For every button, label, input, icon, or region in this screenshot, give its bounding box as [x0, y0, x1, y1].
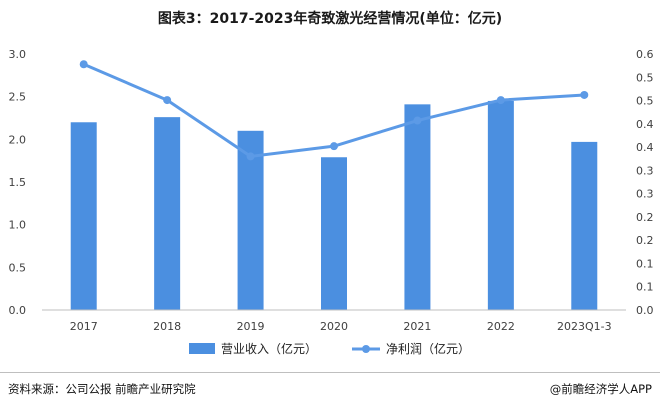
revenue-bar — [487, 100, 514, 310]
revenue-bar — [321, 157, 347, 310]
y-right-tick-label: 0.0 — [636, 304, 654, 317]
y-left-tick-label: 1.5 — [9, 176, 27, 189]
y-right-tick-label: 0.4 — [636, 118, 654, 131]
x-tick-label: 2020 — [320, 320, 348, 333]
y-right-tick-label: 0.1 — [636, 281, 654, 294]
revenue-bar — [70, 122, 97, 311]
legend-revenue-label: 营业收入（亿元） — [221, 341, 317, 356]
y-left-tick-label: 0.0 — [9, 304, 27, 317]
y-right-tick-label: 0.3 — [636, 164, 654, 177]
net-profit-point — [79, 60, 88, 69]
revenue-bar — [237, 130, 264, 310]
footer-divider — [0, 372, 660, 373]
y-right-tick-label: 0.4 — [636, 141, 654, 154]
legend-profit-marker — [362, 345, 370, 353]
chart-title: 图表3：2017-2023年奇致激光经营情况(单位：亿元) — [157, 11, 503, 27]
y-left-tick-label: 3.0 — [9, 48, 27, 61]
brand-credit: @前瞻经济学人APP — [549, 382, 652, 396]
y-right-tick-label: 0.5 — [636, 71, 654, 84]
x-tick-label: 2022 — [487, 320, 515, 333]
x-tick-label: 2018 — [153, 320, 181, 333]
net-profit-point — [580, 90, 589, 99]
legend-revenue-swatch — [189, 343, 215, 354]
x-tick-label: 2019 — [237, 320, 265, 333]
net-profit-point — [330, 142, 338, 151]
y-right-tick-label: 0.5 — [636, 95, 654, 108]
y-right-tick-label: 0.1 — [636, 257, 654, 270]
revenue-bar — [571, 141, 598, 310]
y-left-tick-label: 1.0 — [9, 219, 27, 232]
y-right-tick-label: 0.6 — [636, 48, 654, 61]
y-right-tick-label: 0.3 — [636, 188, 654, 201]
net-profit-point — [246, 152, 255, 161]
net-profit-point — [163, 96, 172, 105]
x-tick-label: 2017 — [70, 320, 98, 333]
source-note: 资料来源：公司公报 前瞻产业研究院 — [8, 382, 196, 396]
legend-profit-label: 净利润（亿元） — [386, 341, 470, 356]
x-tick-label: 2023Q1-3 — [557, 320, 612, 333]
revenue-bar — [404, 104, 431, 310]
y-left-tick-label: 2.0 — [9, 133, 27, 146]
y-right-tick-label: 0.2 — [636, 211, 654, 224]
x-tick-label: 2021 — [403, 320, 431, 333]
net-profit-point — [496, 96, 505, 105]
y-left-tick-label: 0.5 — [9, 261, 27, 274]
y-right-tick-label: 0.2 — [636, 234, 654, 247]
y-left-tick-label: 2.5 — [9, 91, 27, 104]
net-profit-point — [413, 116, 422, 125]
revenue-bar — [154, 117, 181, 310]
